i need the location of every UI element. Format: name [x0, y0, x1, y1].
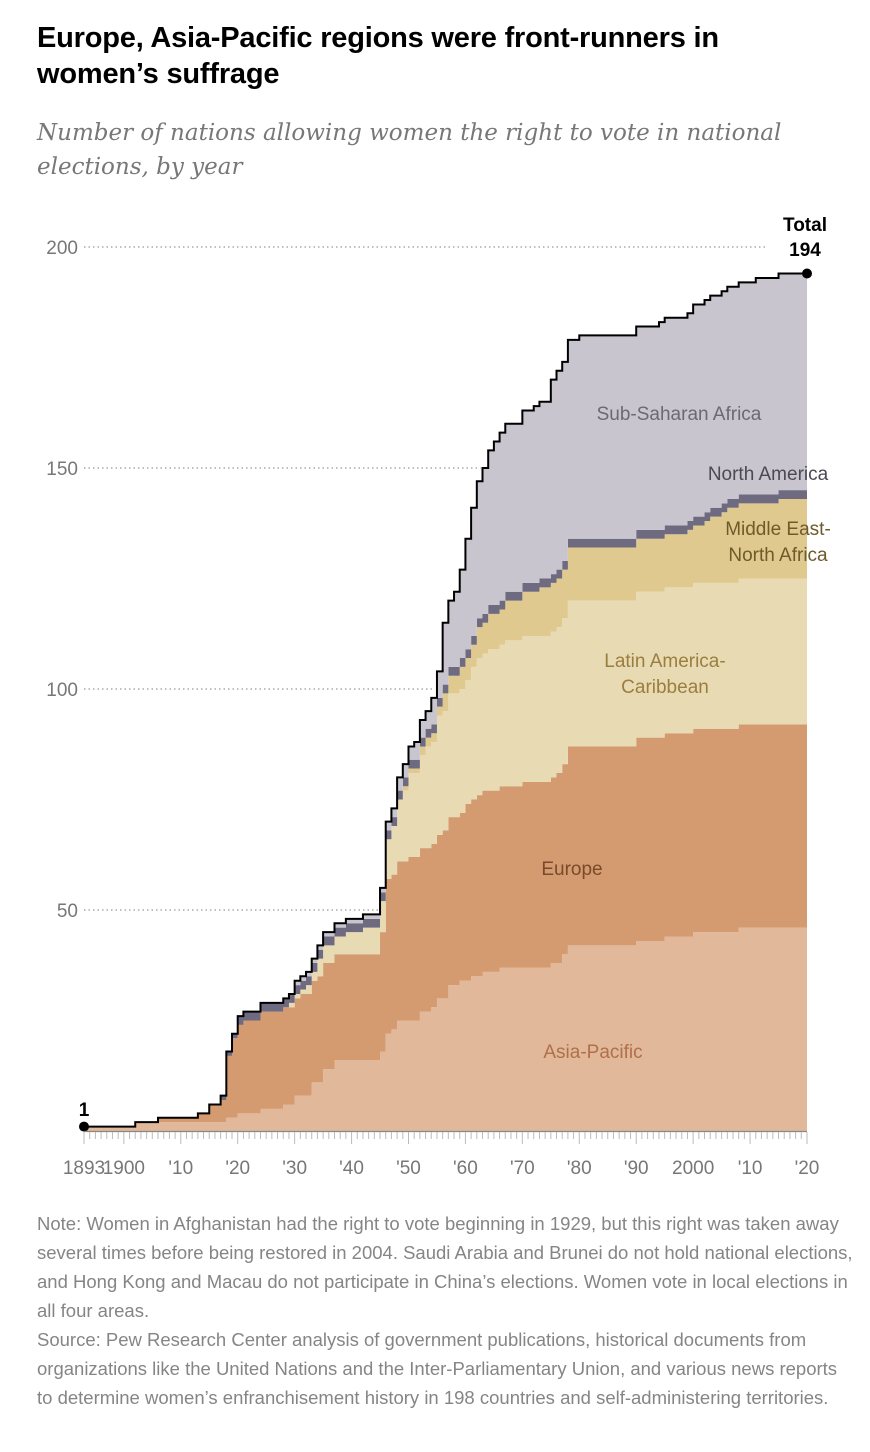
y-tick-label: 100: [46, 680, 78, 701]
label-sub-saharan-africa: Sub-Saharan Africa: [597, 404, 762, 425]
y-tick-label: 50: [57, 901, 78, 922]
x-tick-label: '50: [396, 1158, 421, 1179]
start-value-label: 1: [79, 1100, 90, 1121]
chart-subtitle: Number of nations allowing women the rig…: [37, 120, 782, 180]
area-asia-pacific: [84, 927, 807, 1131]
x-tick-label: 2000: [672, 1158, 714, 1179]
x-tick-label: 1900: [103, 1158, 145, 1179]
label-lac-line2: Caribbean: [621, 677, 709, 698]
footnote: Note: Women in Afghanistan had the right…: [37, 1209, 857, 1412]
end-point: [802, 268, 812, 279]
x-tick-label: '30: [282, 1158, 307, 1179]
label-north-america: North America: [708, 464, 829, 485]
start-point: [79, 1121, 89, 1132]
x-tick-label: '80: [567, 1158, 592, 1179]
x-tick-label: '90: [624, 1158, 649, 1179]
x-tick-label: '60: [453, 1158, 478, 1179]
y-axis-labels: 50 100 150 200: [46, 238, 78, 922]
total-value: 194: [789, 240, 821, 261]
source-text: Source: Pew Research Center analysis of …: [37, 1329, 838, 1408]
area-sub-saharan-africa: [84, 273, 807, 1127]
y-tick-label: 200: [46, 238, 78, 259]
label-mena-line1: Middle East-: [725, 519, 831, 540]
total-line: [84, 272, 807, 1128]
y-tick-label: 150: [46, 459, 78, 480]
x-tick-label: '20: [225, 1158, 250, 1179]
chart-title: Europe, Asia-Pacific regions were front-…: [37, 22, 719, 90]
x-tick-label: '70: [510, 1158, 535, 1179]
area-series: [79, 268, 812, 1132]
x-tick-label: 1893: [63, 1158, 105, 1179]
label-lac-line1: Latin America-: [604, 651, 725, 672]
label-mena-line2: North Africa: [728, 545, 828, 566]
x-tick-label: '10: [738, 1158, 763, 1179]
x-tick-label: '20: [795, 1158, 820, 1179]
label-europe: Europe: [541, 859, 602, 880]
x-tick-label: '40: [339, 1158, 364, 1179]
gridlines: [84, 246, 768, 911]
total-label: Total: [783, 215, 827, 236]
area-latin-america-caribbean: [84, 578, 807, 1127]
area-europe: [84, 724, 807, 1127]
x-tick-label: '10: [168, 1158, 193, 1179]
note-text: Note: Women in Afghanistan had the right…: [37, 1213, 853, 1321]
label-asia-pacific: Asia-Pacific: [543, 1042, 642, 1063]
area-middle-east-north-africa: [84, 498, 807, 1127]
